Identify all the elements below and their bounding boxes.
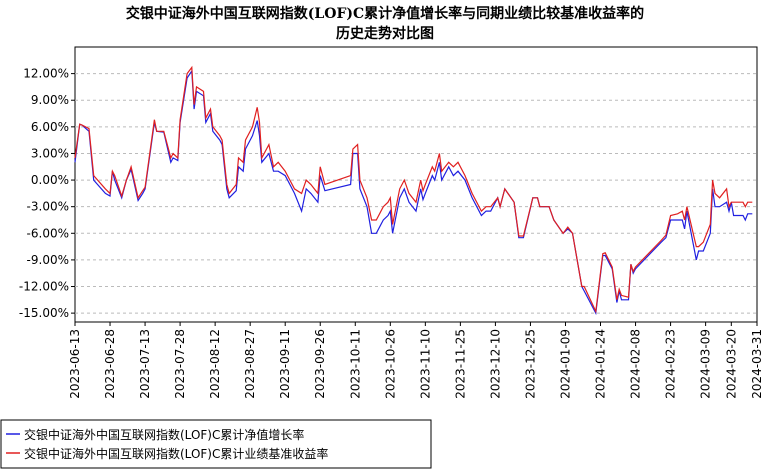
- y-tick-label: 9.00%: [31, 93, 69, 107]
- series-line: [74, 69, 753, 316]
- y-tick-label: 3.00%: [31, 146, 69, 160]
- legend-box: [0, 419, 432, 469]
- x-tick-label: 2023-06-28: [103, 329, 117, 399]
- y-tick-label: -15.00%: [19, 306, 69, 320]
- legend-label: 交银中证海外中国互联网指数(LOF)C累计净值增长率: [24, 427, 304, 442]
- x-tick-label: 2024-02-08: [629, 329, 643, 399]
- x-tick-label: 2023-07-28: [173, 329, 187, 399]
- x-tick-label: 2023-09-26: [313, 329, 327, 399]
- x-tick-label: 2023-12-25: [523, 329, 537, 399]
- legend-label: 交银中证海外中国互联网指数(LOF)C累计业绩基准收益率: [24, 446, 328, 461]
- y-tick-label: -6.00%: [27, 226, 69, 240]
- x-tick-label: 2023-10-26: [383, 329, 397, 399]
- x-tick-label: 2023-07-13: [138, 329, 152, 399]
- x-tick-label: 2023-08-27: [243, 329, 257, 399]
- x-tick-label: 2024-03-20: [724, 329, 738, 399]
- series-line: [74, 65, 753, 314]
- x-tick-label: 2023-12-10: [488, 329, 502, 399]
- chart-title: 交银中证海外中国互联网指数(LOF)C累计净值增长率与同期业绩比较基准收益率的: [126, 5, 644, 22]
- y-tick-label: 6.00%: [31, 120, 69, 134]
- x-tick-label: 2023-06-13: [68, 329, 82, 399]
- x-tick-label: 2023-09-11: [278, 329, 292, 399]
- y-tick-label: -12.00%: [19, 280, 69, 294]
- chart-title: 历史走势对比图: [336, 25, 434, 42]
- y-tick-label: 0.00%: [31, 173, 69, 187]
- x-tick-label: 2024-01-09: [558, 329, 572, 399]
- plot-frame: [74, 46, 758, 323]
- x-tick-label: 2023-11-10: [418, 329, 432, 399]
- y-tick-label: -9.00%: [27, 253, 69, 267]
- x-tick-label: 2024-01-24: [594, 329, 608, 399]
- y-tick-label: 12.00%: [23, 67, 69, 81]
- x-tick-label: 2023-11-25: [453, 329, 467, 399]
- x-tick-label: 2023-08-12: [208, 329, 222, 399]
- x-tick-label: 2024-03-31: [750, 329, 764, 399]
- x-tick-label: 2024-03-09: [699, 329, 713, 399]
- x-tick-label: 2024-02-23: [664, 329, 678, 399]
- x-tick-label: 2023-10-11: [348, 329, 362, 399]
- y-tick-label: -3.00%: [27, 200, 69, 214]
